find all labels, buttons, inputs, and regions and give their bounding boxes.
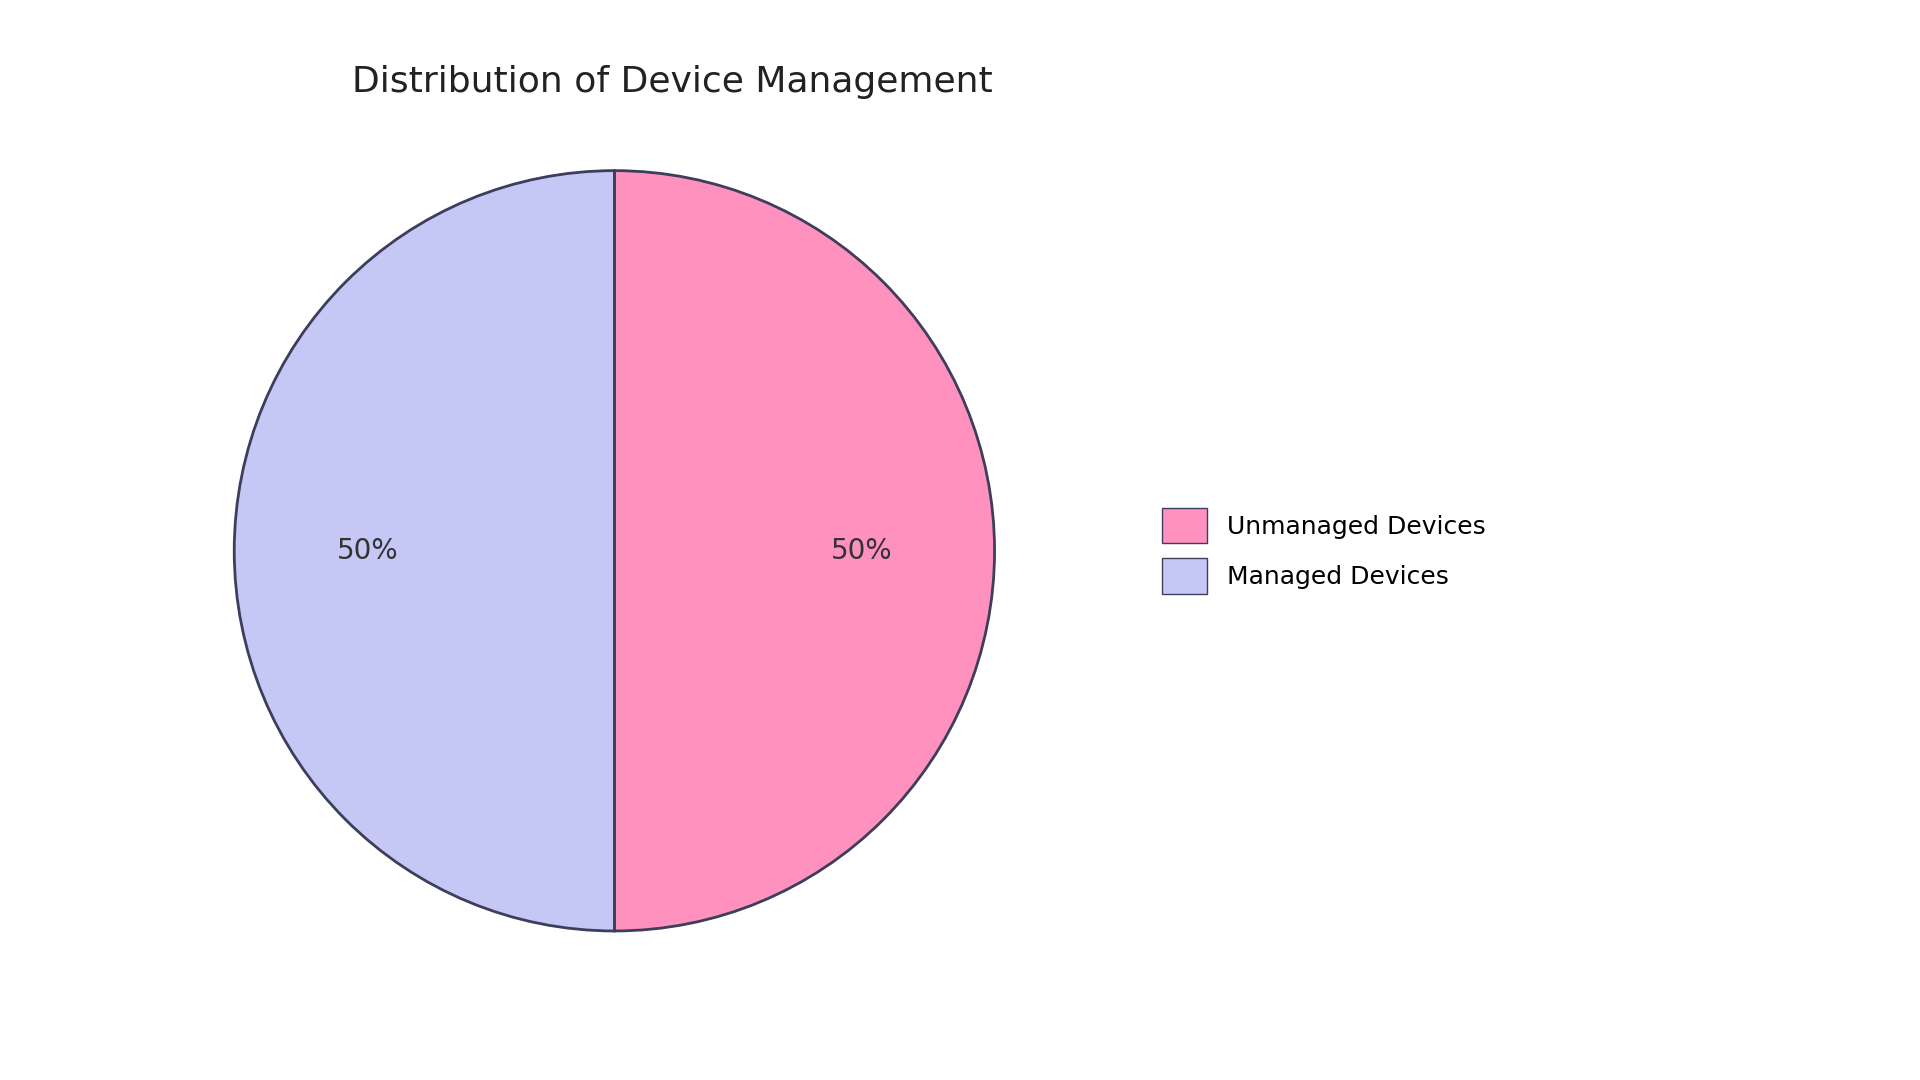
Legend: Unmanaged Devices, Managed Devices: Unmanaged Devices, Managed Devices <box>1150 496 1498 606</box>
Text: 50%: 50% <box>336 537 397 565</box>
Text: Distribution of Device Management: Distribution of Device Management <box>351 65 993 98</box>
Wedge shape <box>234 171 614 931</box>
Wedge shape <box>614 171 995 931</box>
Text: 50%: 50% <box>831 537 893 565</box>
